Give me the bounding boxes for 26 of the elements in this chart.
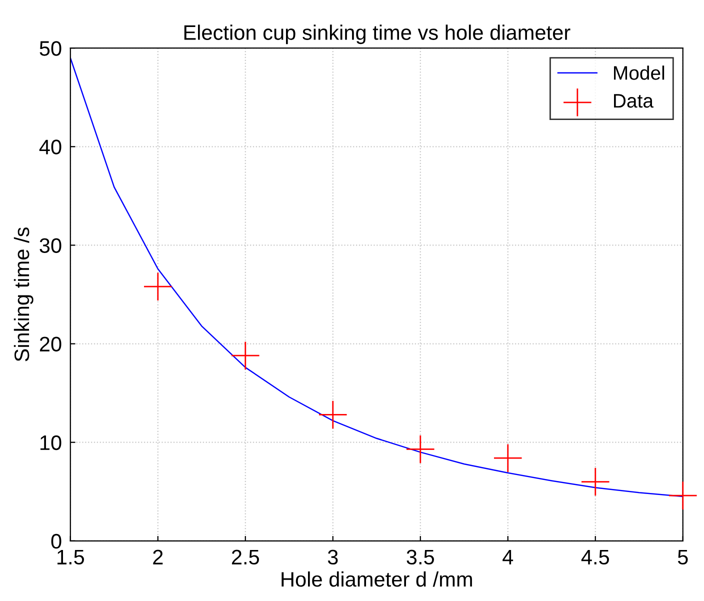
y-tick-label: 10: [40, 435, 62, 450]
y-tick-label: 0: [51, 534, 62, 549]
legend-label: Data: [614, 94, 654, 108]
y-tick-label: 30: [40, 238, 62, 253]
y-tick-label: 50: [40, 41, 62, 56]
point: [232, 342, 260, 370]
x-tick-label: 3: [328, 550, 338, 565]
point: [406, 435, 434, 464]
x-tick-label: 2.5: [232, 550, 260, 565]
x-tick-label: 3.5: [406, 550, 434, 565]
legend-label: Model: [614, 66, 664, 80]
point: [494, 444, 522, 472]
x-tick-label: 4.5: [581, 550, 609, 565]
point: [144, 272, 172, 300]
y-tick-label: 40: [39, 140, 62, 154]
x-tick-label: 5: [678, 550, 688, 565]
x-tick-label: 2: [153, 550, 163, 564]
point: [668, 482, 697, 510]
y-tick-label: 20: [40, 336, 62, 352]
y-axis-title: Sinking time /s: [14, 228, 34, 362]
point: [319, 400, 347, 429]
x-tick-label: 4: [502, 550, 514, 564]
x-axis-title: Hole diameter d /mm: [282, 571, 472, 587]
x-tick-label: 1.5: [58, 550, 84, 565]
point: [581, 468, 610, 496]
chart-title: Election cup sinking time vs hole diameter: [184, 24, 570, 44]
